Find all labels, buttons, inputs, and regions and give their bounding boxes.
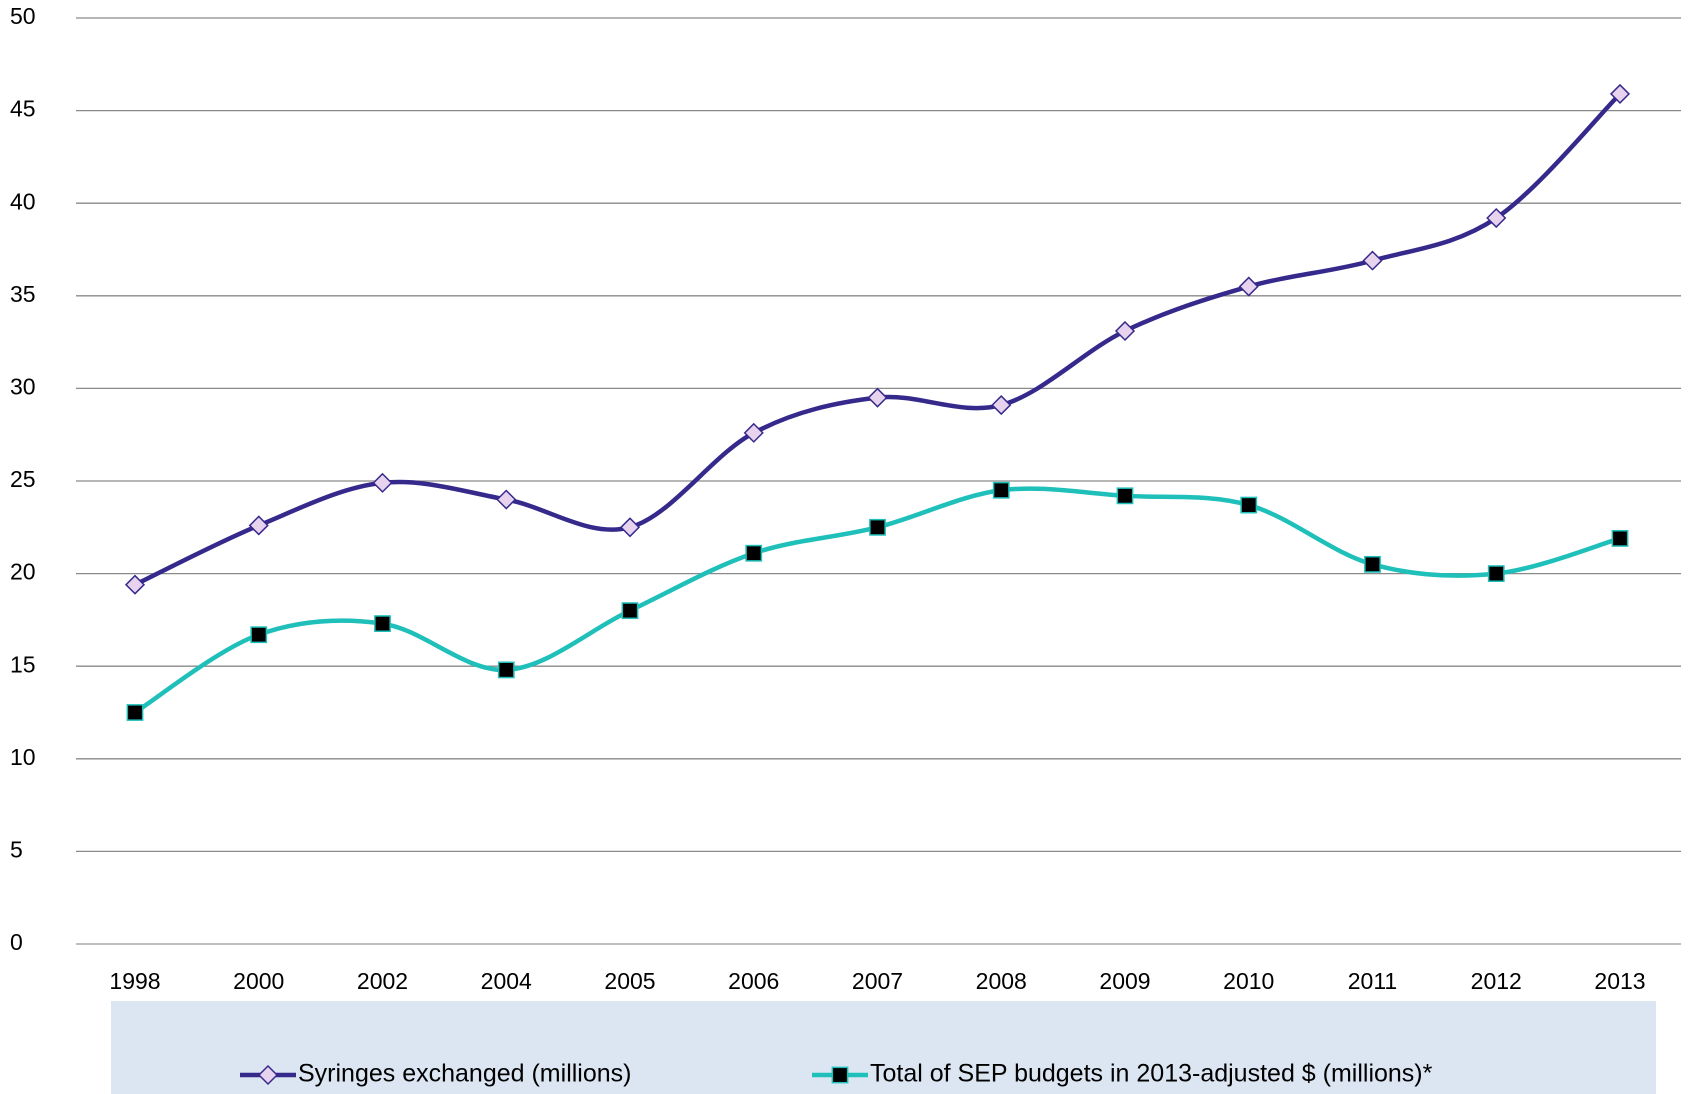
x-tick-label: 2004	[481, 968, 532, 994]
marker	[867, 387, 888, 408]
marker	[745, 544, 763, 562]
marker	[1116, 487, 1134, 505]
marker	[991, 395, 1012, 416]
marker	[126, 704, 144, 721]
marker	[124, 574, 146, 595]
y-tick-label: 35	[10, 281, 36, 307]
marker	[1611, 530, 1629, 547]
x-tick-label: 2012	[1471, 968, 1522, 994]
marker	[1364, 555, 1381, 573]
y-tick-label: 30	[10, 373, 36, 399]
x-tick-label: 2005	[604, 968, 655, 994]
marker	[1486, 207, 1507, 229]
y-tick-label: 45	[10, 96, 36, 122]
marker	[257, 1064, 279, 1086]
x-tick-label: 2011	[1348, 968, 1397, 994]
y-tick-label: 20	[10, 559, 36, 585]
y-tick-label: 25	[10, 466, 36, 492]
marker	[374, 615, 391, 633]
marker	[1609, 83, 1631, 104]
y-tick-label: 40	[10, 188, 36, 214]
marker	[250, 626, 268, 644]
marker	[1487, 565, 1505, 583]
series-line	[134, 92, 1622, 587]
x-tick-label: 2009	[1099, 968, 1150, 994]
y-tick-label: 5	[10, 836, 23, 862]
x-tick-label: 2006	[728, 968, 779, 994]
x-tick-label: 2007	[852, 968, 903, 994]
marker	[248, 515, 269, 536]
y-tick-label: 50	[10, 3, 36, 29]
x-tick-label: 2002	[357, 968, 408, 994]
marker	[621, 602, 639, 620]
marker	[1362, 250, 1383, 271]
x-tick-label: 1998	[109, 968, 160, 994]
y-tick-label: 15	[10, 651, 36, 677]
legend-label: Total of SEP budgets in 2013-adjusted $ …	[870, 1060, 1433, 1088]
x-tick-label: 2000	[233, 968, 284, 994]
legend-box	[111, 1001, 1656, 1094]
x-tick-label: 2013	[1594, 968, 1645, 994]
x-tick-label: 2008	[976, 968, 1027, 994]
marker	[1240, 496, 1258, 514]
marker	[869, 518, 886, 536]
y-tick-label: 10	[10, 744, 36, 770]
marker	[743, 422, 764, 443]
marker	[619, 517, 641, 538]
marker	[831, 1066, 849, 1084]
marker	[1114, 320, 1136, 342]
marker	[496, 489, 517, 510]
marker	[1238, 276, 1259, 297]
marker	[497, 661, 515, 679]
x-tick-label: 2010	[1223, 968, 1274, 994]
legend-label: Syringes exchanged (millions)	[298, 1060, 631, 1088]
marker	[992, 481, 1010, 499]
marker	[372, 472, 393, 493]
y-tick-label: 0	[10, 929, 23, 955]
